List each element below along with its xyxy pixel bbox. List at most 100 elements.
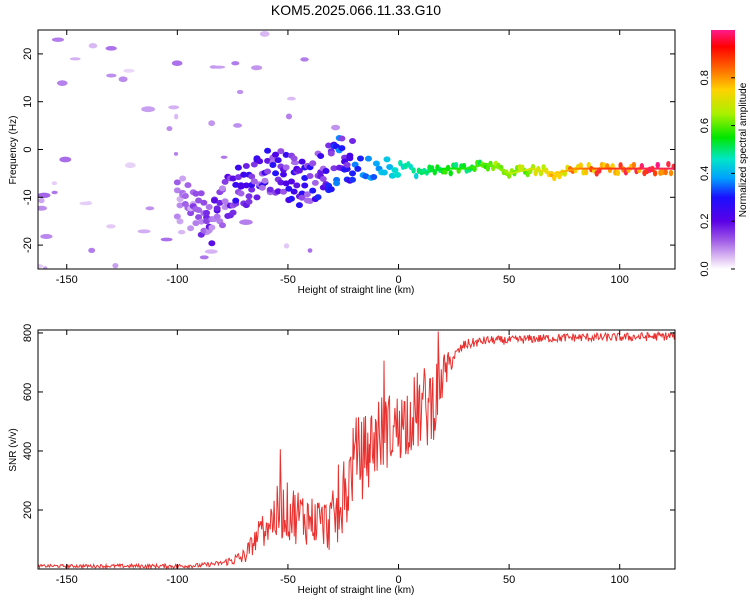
spectrogram-ridge-cell bbox=[197, 218, 205, 225]
spectrogram-ridge-core bbox=[473, 165, 476, 168]
snr-series-line bbox=[38, 330, 675, 569]
spectrogram-ridge-cell bbox=[274, 157, 282, 164]
spectrogram-speckle bbox=[220, 155, 228, 159]
spectrogram-speckle bbox=[331, 124, 341, 131]
spectrogram-speckle bbox=[51, 181, 58, 186]
snr-panel: -150 -100 -50 0 50 100 200 400 600 800 Height of… bbox=[8, 324, 676, 596]
spectrogram-ridge-core bbox=[480, 164, 483, 167]
spectrogram-ridge-core bbox=[512, 171, 515, 174]
spectrogram-ridge-cell bbox=[666, 160, 671, 168]
spectrogram-ridge-cell bbox=[234, 164, 242, 171]
spectrogram-ridge-core bbox=[599, 167, 602, 170]
snr-x-tick-label: 0 bbox=[395, 574, 401, 586]
spectrogram-ridge-core bbox=[647, 167, 650, 170]
spectrogram-ridge-cell bbox=[282, 180, 290, 187]
spectrogram-ridge-cell bbox=[586, 161, 591, 169]
spectrogram-ridge-cell bbox=[248, 186, 256, 193]
spectrogram-ridge-cell bbox=[237, 183, 245, 190]
snr-x-ticks: -150 -100 -50 0 50 100 bbox=[56, 330, 629, 586]
colorbar-ticks: 0.0 0.2 0.4 0.6 0.8 bbox=[699, 70, 735, 277]
spectrogram-ridge-cell bbox=[282, 151, 290, 158]
spectrogram-speckle bbox=[171, 60, 183, 66]
spectrogram-ridge-core bbox=[553, 172, 556, 175]
spectrogram-ridge-cell bbox=[242, 163, 250, 170]
spectrogram-ridge-core bbox=[590, 167, 593, 170]
spectrogram-speckle bbox=[251, 65, 263, 71]
spectrogram-ridge-cell bbox=[272, 170, 280, 177]
spectrogram-ridge-cell bbox=[615, 169, 621, 177]
spectrogram-ridge-cell bbox=[242, 182, 250, 189]
spectrogram-ridge-cell bbox=[216, 199, 224, 206]
spectrogram-ridge-cell bbox=[311, 179, 319, 186]
spectrogram-ridge-core bbox=[450, 167, 453, 170]
spectrogram-ridge-cell bbox=[349, 138, 357, 145]
spectrogram-ridge-cell bbox=[552, 174, 557, 182]
spectrogram-ridge-core bbox=[509, 172, 512, 175]
spectrogram-ridge-core bbox=[447, 167, 450, 170]
spectrogram-speckle bbox=[209, 65, 218, 69]
spectrogram-ridge-core bbox=[477, 164, 480, 167]
spectrogram-ridge-cell bbox=[274, 188, 282, 195]
spectrogram-ridge-core bbox=[454, 167, 457, 170]
spectrogram-y-tick-label: 20 bbox=[22, 48, 34, 60]
spectrogram-ridge-cell bbox=[338, 145, 346, 152]
figure-title: KOM5.2025.066.11.33.G10 bbox=[271, 2, 441, 18]
spectrogram-speckle bbox=[177, 229, 186, 235]
spectrogram-x-tick-label: 0 bbox=[395, 274, 401, 286]
spectrogram-ridge-core bbox=[526, 168, 529, 171]
spectrogram-ridge-core bbox=[555, 172, 558, 175]
spectrogram-ridge-core bbox=[479, 164, 482, 167]
spectrogram-ridge-core bbox=[530, 167, 533, 170]
spectrogram-ridge-core bbox=[585, 167, 588, 170]
spectrogram-y-tick-label: -10 bbox=[22, 189, 34, 205]
spectrogram-speckle bbox=[38, 197, 45, 204]
spectrogram-ridge-cell bbox=[232, 181, 240, 188]
spectrogram-ridge-core bbox=[581, 167, 584, 170]
spectrogram-ridge-core bbox=[631, 167, 634, 170]
spectrogram-ridge-cell bbox=[330, 165, 338, 172]
spectrogram-speckle bbox=[88, 247, 96, 253]
spectrogram-ridge-core bbox=[517, 170, 520, 173]
spectrogram-ridge-core bbox=[503, 170, 506, 173]
spectrogram-ridge-core bbox=[604, 167, 607, 170]
colorbar-tick-label: 0.6 bbox=[699, 118, 711, 133]
spectrogram-ridge-cell bbox=[266, 186, 274, 193]
spectrogram-speckle bbox=[285, 113, 293, 120]
spectrogram-ridge-cell bbox=[253, 194, 261, 201]
spectrogram-ridge-core bbox=[571, 168, 574, 171]
spectrogram-ridge-cell bbox=[261, 177, 269, 184]
spectrogram-speckle bbox=[69, 57, 81, 61]
spectrogram-ridge-core bbox=[496, 167, 499, 170]
spectrogram-marks bbox=[38, 31, 675, 269]
spectrogram-y-tick-label: 10 bbox=[22, 96, 34, 108]
spectrogram-ridge-core bbox=[632, 167, 635, 170]
spectrogram-ridge-core bbox=[500, 168, 503, 171]
spectrogram-ridge-core bbox=[459, 167, 462, 170]
spectrogram-ridge-core bbox=[445, 167, 448, 170]
spectrogram-speckle bbox=[199, 255, 209, 260]
spectrogram-ridge-core bbox=[484, 163, 487, 166]
spectrogram-speckle bbox=[174, 113, 179, 120]
spectrogram-ridge-core bbox=[482, 163, 485, 166]
spectrogram-ridge-cell bbox=[338, 135, 346, 142]
spectrogram-speckle bbox=[59, 156, 72, 163]
spectrogram-speckle bbox=[40, 234, 53, 240]
spectrogram-ridge-cell bbox=[269, 161, 277, 168]
spectrogram-ridge-core bbox=[535, 168, 538, 171]
spectrogram-ridge-cell bbox=[173, 187, 181, 194]
spectrogram-ridge-core bbox=[519, 170, 522, 173]
spectrogram-ridge-cell bbox=[192, 220, 200, 227]
spectrogram-xlabel: Height of straight line (km) bbox=[298, 285, 415, 296]
spectrogram-ridge-cell bbox=[364, 155, 372, 162]
spectrogram-ridge-core bbox=[648, 167, 651, 170]
spectrogram-ridge-cell bbox=[485, 165, 491, 172]
spectrogram-speckle bbox=[38, 192, 51, 199]
spectrogram-ridge-core bbox=[620, 167, 623, 170]
spectrogram-ridge-core bbox=[434, 169, 437, 172]
spectrogram-ridge-cell bbox=[200, 227, 208, 234]
snr-x-tick-label: 50 bbox=[503, 574, 515, 586]
spectrogram-ridge-cell bbox=[319, 175, 327, 182]
snr-x-tick-label: -50 bbox=[280, 574, 296, 586]
spectrogram-ridge-core bbox=[556, 171, 559, 174]
spectrogram-ridge-cell bbox=[264, 147, 272, 154]
